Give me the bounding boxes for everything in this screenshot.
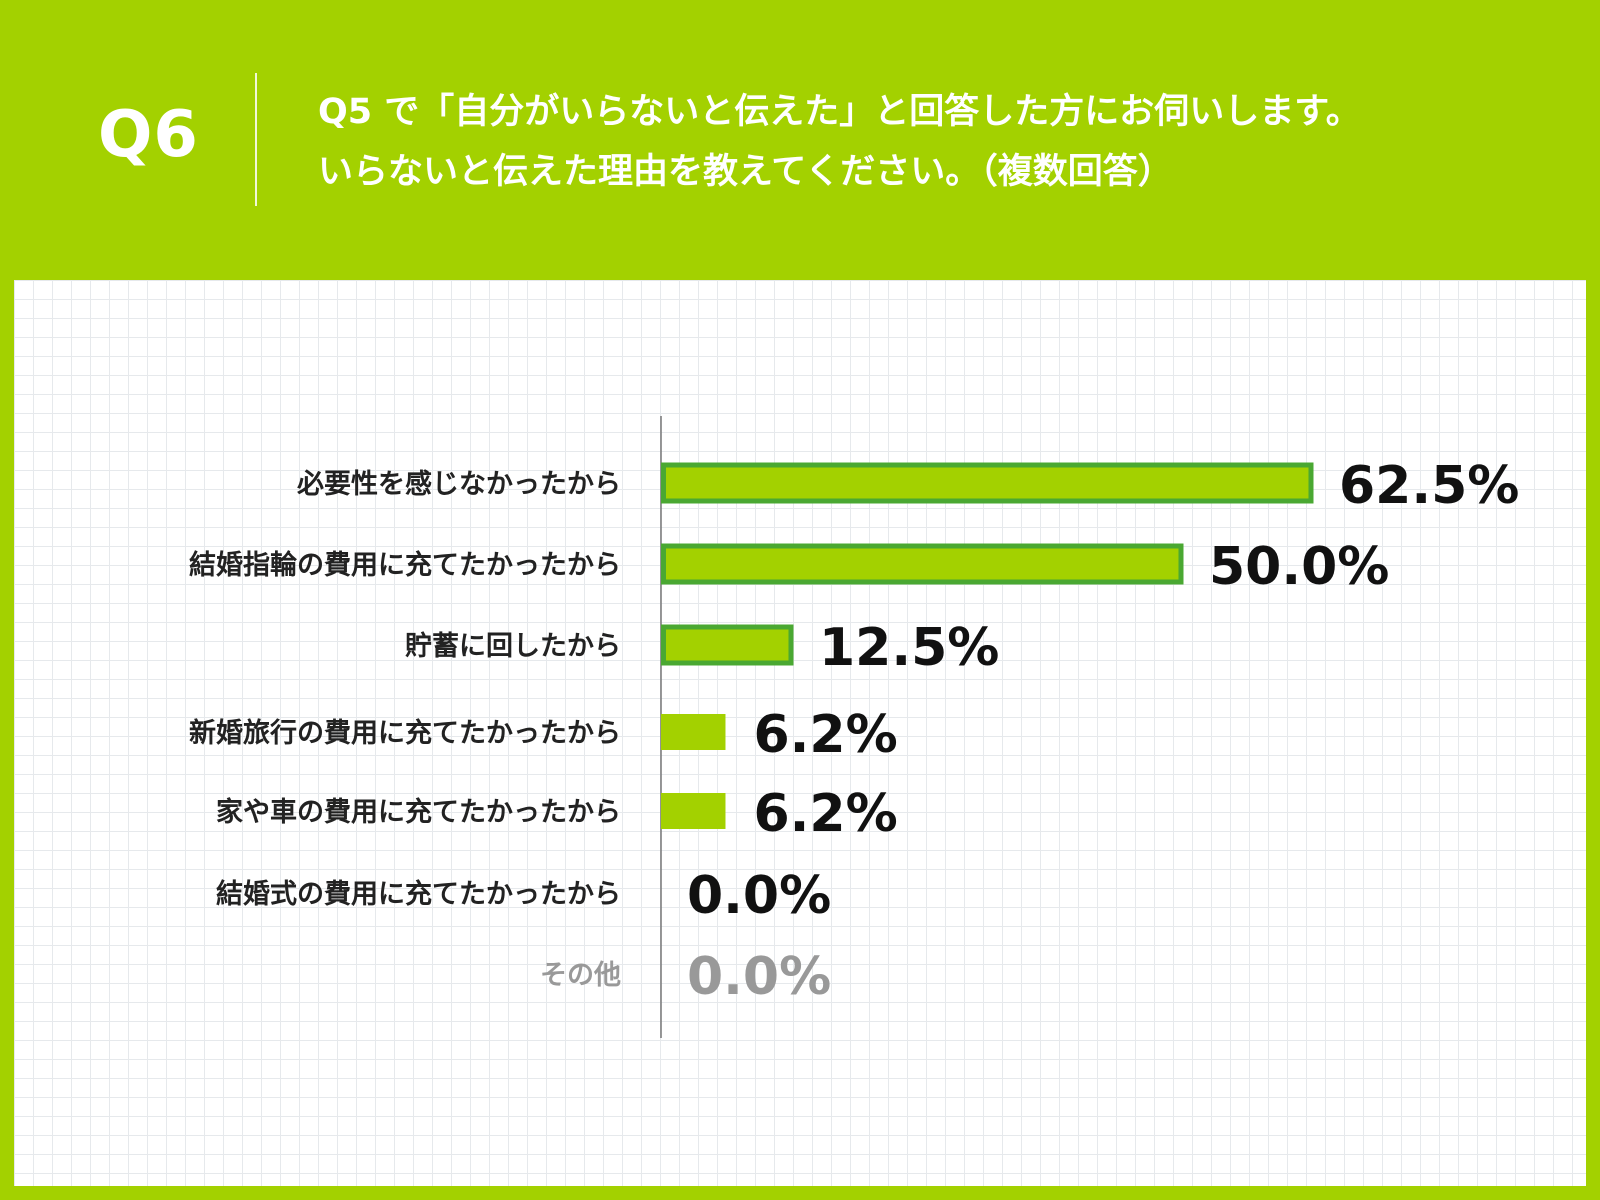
value-label: 12.5%	[819, 618, 999, 678]
value-label: 62.5%	[1339, 456, 1519, 516]
category-label: 家や車の費用に充てたかったから	[216, 796, 621, 828]
bar	[661, 543, 1184, 585]
question-text: Q5 で「自分がいらないと伝えた」と回答した方にお伺いします。 いらないと伝えた…	[318, 82, 1558, 202]
bar	[661, 714, 726, 750]
value-label: 0.0%	[687, 866, 831, 926]
bar-chart: 必要性を感じなかったから 62.5% 結婚指輪の費用に充てたかったから 50.0% 貯蓄…	[189, 416, 1519, 1038]
category-label: 新婚旅行の費用に充てたかったから	[189, 717, 621, 749]
bar	[661, 793, 726, 829]
category-label: その他	[540, 960, 621, 991]
question-line-2: いらないと伝えた理由を教えてください。（複数回答）	[318, 152, 1173, 192]
value-label: 50.0%	[1209, 537, 1389, 597]
category-label: 必要性を感じなかったから	[297, 468, 621, 500]
header-divider	[255, 73, 257, 206]
value-label: 6.2%	[753, 705, 897, 765]
category-label: 結婚式の費用に充てたかったから	[216, 878, 621, 910]
bar	[661, 624, 794, 666]
value-label: 0.0%	[687, 947, 831, 1007]
chart-panel: 必要性を感じなかったから 62.5% 結婚指輪の費用に充てたかったから 50.0% 貯蓄…	[14, 280, 1586, 1186]
category-label: 貯蓄に回したから	[405, 631, 621, 662]
category-label: 結婚指輪の費用に充てたかったから	[189, 549, 621, 581]
bar	[661, 462, 1314, 504]
question-line-1: Q5 で「自分がいらないと伝えた」と回答した方にお伺いします。	[318, 92, 1361, 132]
header: Q6 Q5 で「自分がいらないと伝えた」と回答した方にお伺いします。 いらないと…	[0, 0, 1600, 280]
value-label: 6.2%	[753, 784, 897, 844]
question-number: Q6	[98, 98, 199, 172]
